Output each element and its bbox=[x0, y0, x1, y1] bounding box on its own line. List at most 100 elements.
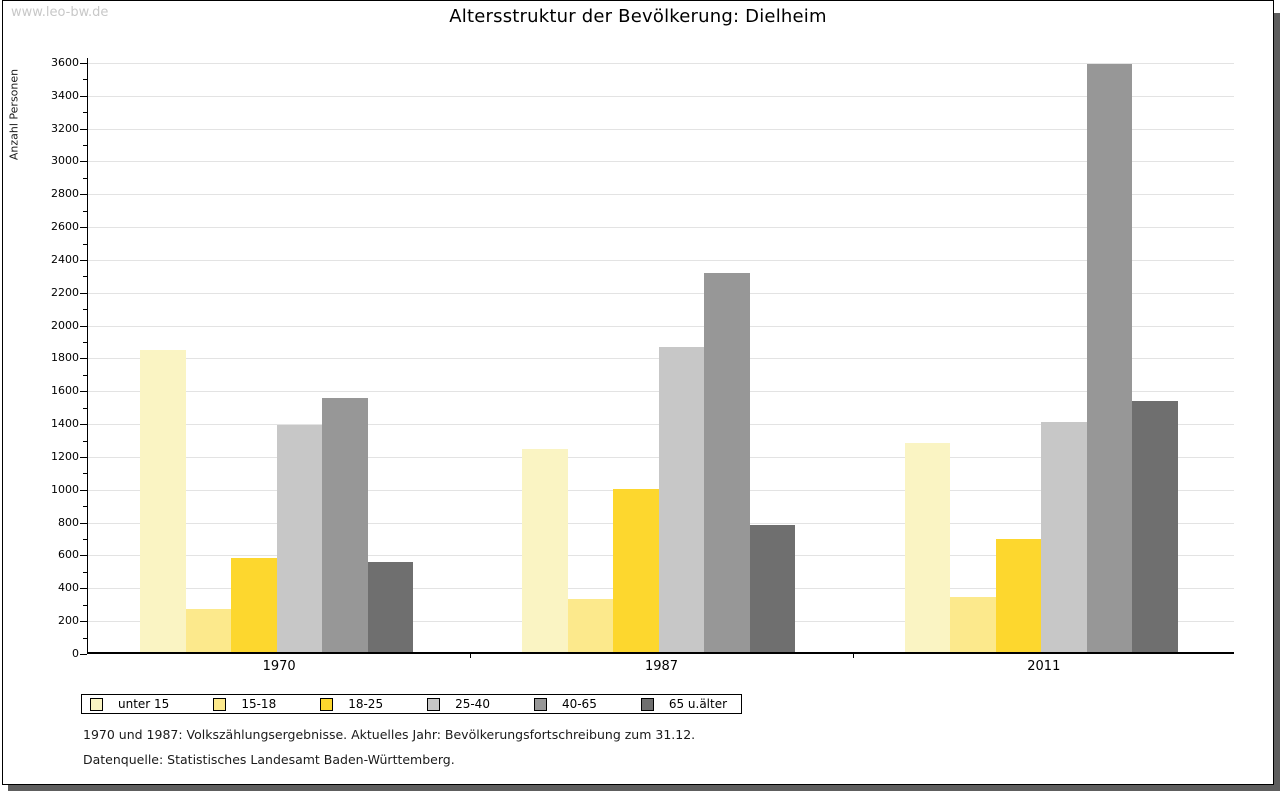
chart-title: Altersstruktur der Bevölkerung: Dielheim bbox=[449, 6, 827, 27]
bar-1970-unter-15 bbox=[140, 349, 186, 652]
y-tick-1500 bbox=[83, 407, 87, 409]
legend-item-40-65: 40-65 bbox=[533, 697, 597, 711]
y-tick-label-200: 200 bbox=[58, 614, 79, 628]
bar-2011-15-18 bbox=[950, 597, 996, 652]
plot-area: 0 200 400 600 800 1000 1200 1400 1600 1800 2000 220… bbox=[51, 56, 1234, 674]
legend-label: 25-40 bbox=[455, 697, 490, 711]
y-tick-label-600: 600 bbox=[58, 548, 79, 562]
y-tick-3000 bbox=[80, 161, 87, 163]
y-tick-2000 bbox=[80, 325, 87, 327]
bar-1987-18-25 bbox=[613, 489, 659, 652]
y-tick-2200 bbox=[80, 292, 87, 294]
y-tick-1000 bbox=[80, 489, 87, 491]
y-tick-3500 bbox=[83, 79, 87, 81]
footnote-data-source: Datenquelle: Statistisches Landesamt Bad… bbox=[83, 752, 455, 767]
y-tick-label-1600: 1600 bbox=[51, 384, 79, 398]
gridline-y-2400 bbox=[88, 259, 1234, 261]
y-tick-label-0: 0 bbox=[72, 647, 79, 660]
y-tick-3300 bbox=[83, 112, 87, 114]
bar-1970-15-18 bbox=[185, 608, 231, 652]
y-tick-800 bbox=[80, 522, 87, 524]
y-tick-label-1800: 1800 bbox=[51, 351, 79, 365]
y-tick-label-800: 800 bbox=[58, 515, 79, 529]
bar-1970-40-65 bbox=[322, 397, 368, 652]
legend-swatch-15-18 bbox=[213, 697, 227, 711]
legend: unter 15 15-18 18-25 25-40 40-65 65 u.älter bbox=[81, 694, 743, 714]
y-tick-200 bbox=[80, 621, 87, 623]
y-tick-2700 bbox=[83, 210, 87, 212]
y-tick-label-3400: 3400 bbox=[51, 88, 79, 102]
y-tick-label-3000: 3000 bbox=[51, 154, 79, 168]
y-tick-900 bbox=[83, 506, 87, 508]
bar-2011-18-25 bbox=[995, 538, 1042, 652]
bar-2011-unter-15 bbox=[904, 442, 951, 652]
watermark-link[interactable]: www.leo-bw.de bbox=[11, 5, 109, 20]
y-tick-2900 bbox=[83, 177, 87, 179]
y-tick-label-400: 400 bbox=[58, 581, 79, 595]
legend-item-25-40: 25-40 bbox=[427, 697, 490, 711]
y-tick-2300 bbox=[83, 276, 87, 278]
gridline-y-3400 bbox=[88, 95, 1234, 97]
gridline-y-2600 bbox=[88, 227, 1234, 229]
y-tick-label-2000: 2000 bbox=[51, 318, 79, 332]
legend-swatch-25-40 bbox=[427, 697, 441, 711]
legend-swatch-65-u.älter bbox=[640, 697, 654, 711]
y-tick-label-1000: 1000 bbox=[51, 482, 79, 496]
y-tick-2800 bbox=[80, 194, 87, 196]
bar-2011-65-u.älter bbox=[1132, 400, 1178, 652]
legend-label: 15-18 bbox=[241, 697, 277, 711]
y-tick-0 bbox=[80, 654, 87, 655]
legend-item-unter-15: unter 15 bbox=[90, 697, 169, 711]
y-tick-label-3200: 3200 bbox=[51, 121, 79, 135]
y-tick-2400 bbox=[80, 259, 87, 261]
y-tick-1800 bbox=[80, 358, 87, 360]
bar-1970-18-25 bbox=[231, 557, 277, 652]
y-tick-2100 bbox=[83, 309, 87, 311]
x-boundary-tick-1 bbox=[470, 654, 472, 658]
legend-label: 18-25 bbox=[348, 697, 384, 711]
legend-swatch-unter-15 bbox=[90, 697, 103, 711]
bar-2011-40-65 bbox=[1086, 64, 1133, 652]
bar-1987-40-65 bbox=[704, 272, 750, 652]
gridline-y-3600 bbox=[88, 62, 1234, 64]
y-tick-label-2600: 2600 bbox=[51, 220, 79, 234]
page-shadow-bottom bbox=[8, 785, 1280, 791]
bar-1987-25-40 bbox=[658, 346, 705, 652]
y-tick-label-2400: 2400 bbox=[51, 252, 79, 266]
y-tick-1700 bbox=[83, 374, 87, 376]
legend-swatch-18-25 bbox=[320, 697, 334, 711]
legend-item-15-18: 15-18 bbox=[213, 697, 276, 711]
legend-item-65-u.älter: 65 u.älter bbox=[640, 697, 728, 711]
legend-item-18-25: 18-25 bbox=[320, 697, 383, 711]
footnote-source-note: 1970 und 1987: Volkszählungsergebnisse. … bbox=[83, 727, 696, 742]
page-shadow-right bbox=[1274, 13, 1280, 791]
y-tick-label-2800: 2800 bbox=[51, 187, 79, 201]
y-tick-label-1400: 1400 bbox=[51, 417, 79, 431]
y-tick-3600 bbox=[80, 62, 87, 64]
y-tick-600 bbox=[80, 555, 87, 557]
legend-label: unter 15 bbox=[118, 697, 170, 711]
x-tick-label-2011: 2011 bbox=[1027, 659, 1061, 674]
y-tick-1300 bbox=[83, 440, 87, 442]
x-tick-label-1987: 1987 bbox=[644, 659, 679, 674]
y-tick-label-1200: 1200 bbox=[51, 449, 79, 463]
y-tick-300 bbox=[83, 604, 87, 606]
x-boundary-tick-2 bbox=[852, 654, 854, 658]
legend-swatch-40-65 bbox=[533, 697, 547, 711]
y-tick-2600 bbox=[80, 227, 87, 229]
y-tick-3200 bbox=[80, 128, 87, 130]
y-tick-400 bbox=[80, 588, 87, 590]
y-tick-3400 bbox=[80, 95, 87, 97]
y-tick-500 bbox=[83, 571, 87, 573]
x-tick-label-1970: 1970 bbox=[262, 659, 296, 674]
bar-1970-25-40 bbox=[276, 424, 322, 652]
y-tick-label-2200: 2200 bbox=[51, 285, 79, 299]
y-tick-1600 bbox=[80, 391, 87, 393]
y-tick-1400 bbox=[80, 424, 87, 426]
legend-label: 65 u.älter bbox=[668, 697, 728, 711]
y-tick-3100 bbox=[83, 145, 87, 147]
gridline-y-2200 bbox=[88, 292, 1234, 294]
bar-1987-65-u.älter bbox=[749, 524, 796, 652]
y-tick-1200 bbox=[80, 456, 87, 458]
